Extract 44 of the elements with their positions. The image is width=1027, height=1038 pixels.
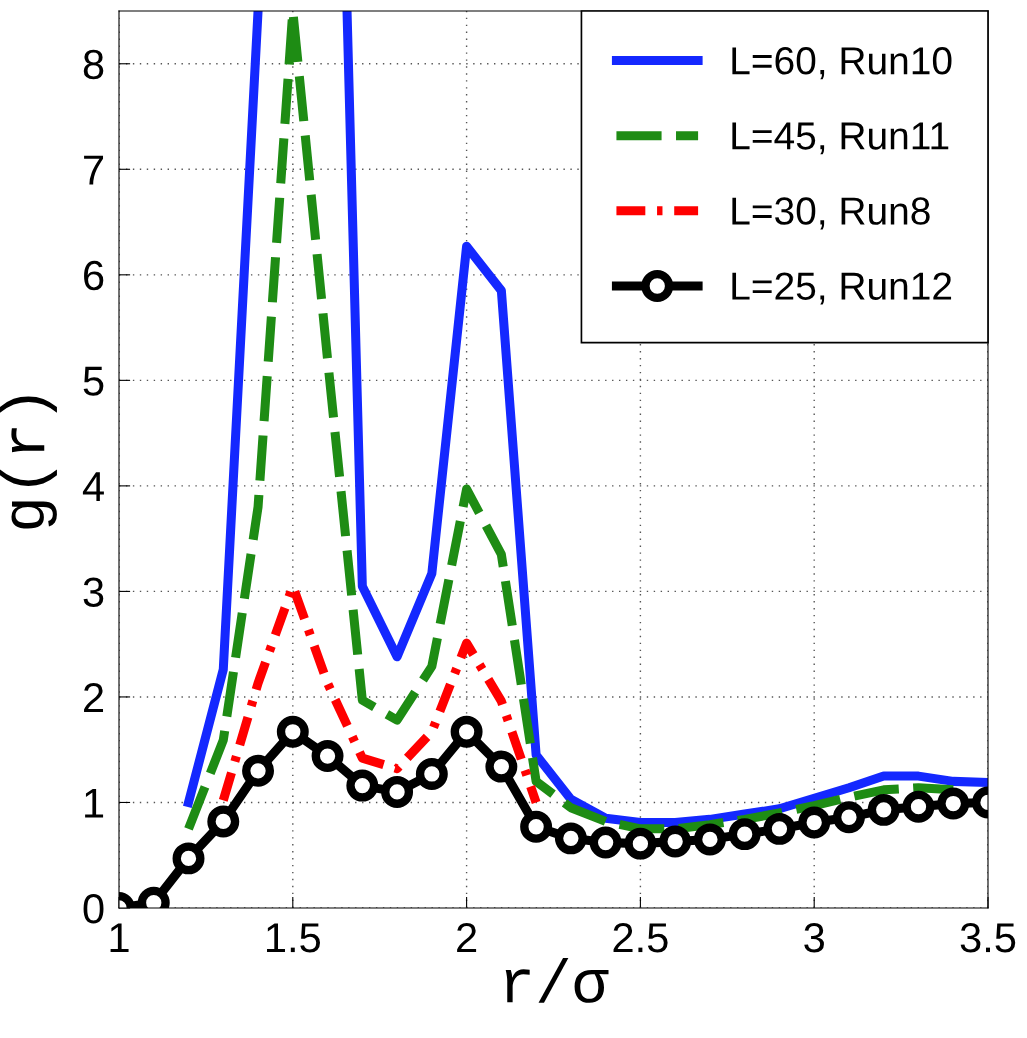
x-tick-label: 2 [457,922,477,953]
y-tick-label: 4 [82,472,104,501]
x-axis-title: r/σ [505,957,609,1003]
point [728,818,761,851]
point [798,806,831,839]
point [659,825,692,858]
point [520,810,553,843]
x-tick-label: 2.5 [613,922,668,953]
x-tick-label: 1.5 [267,923,321,953]
point [172,842,205,875]
y-tick-label: 6 [84,260,104,291]
point [832,801,865,834]
point [902,790,935,823]
y-tick-label: 5 [83,366,104,396]
point [554,822,587,855]
point [867,793,900,826]
y-tick-label: 0 [83,894,104,924]
point [937,787,970,820]
y-tick-label: 7 [84,155,104,185]
point [276,715,309,748]
legend-label: L=25, Run12 [732,272,952,305]
legend-label: L=60, Run10 [732,47,952,80]
point [589,826,622,859]
point [624,827,657,860]
y-axis-title: g(r) [0,396,57,529]
x-tick-label: 1 [110,923,129,953]
point [450,715,483,748]
x-tick-label: 3.5 [960,922,1016,953]
point [311,740,344,773]
y-tick-label: 2 [84,682,104,713]
point [346,769,379,802]
y-tick-label: 8 [83,49,104,80]
point [693,823,726,856]
y-tick-label: 1 [85,788,104,818]
y-tick-label: 3 [83,577,104,607]
legend-label: L=30, Run8 [732,197,930,230]
point [415,758,448,790]
x-tick-label: 3 [804,922,824,953]
point [242,754,275,787]
point [381,775,414,808]
point [763,812,796,845]
point [485,750,518,783]
legend-label: L=45, Run11 [732,122,949,155]
point [207,805,240,838]
